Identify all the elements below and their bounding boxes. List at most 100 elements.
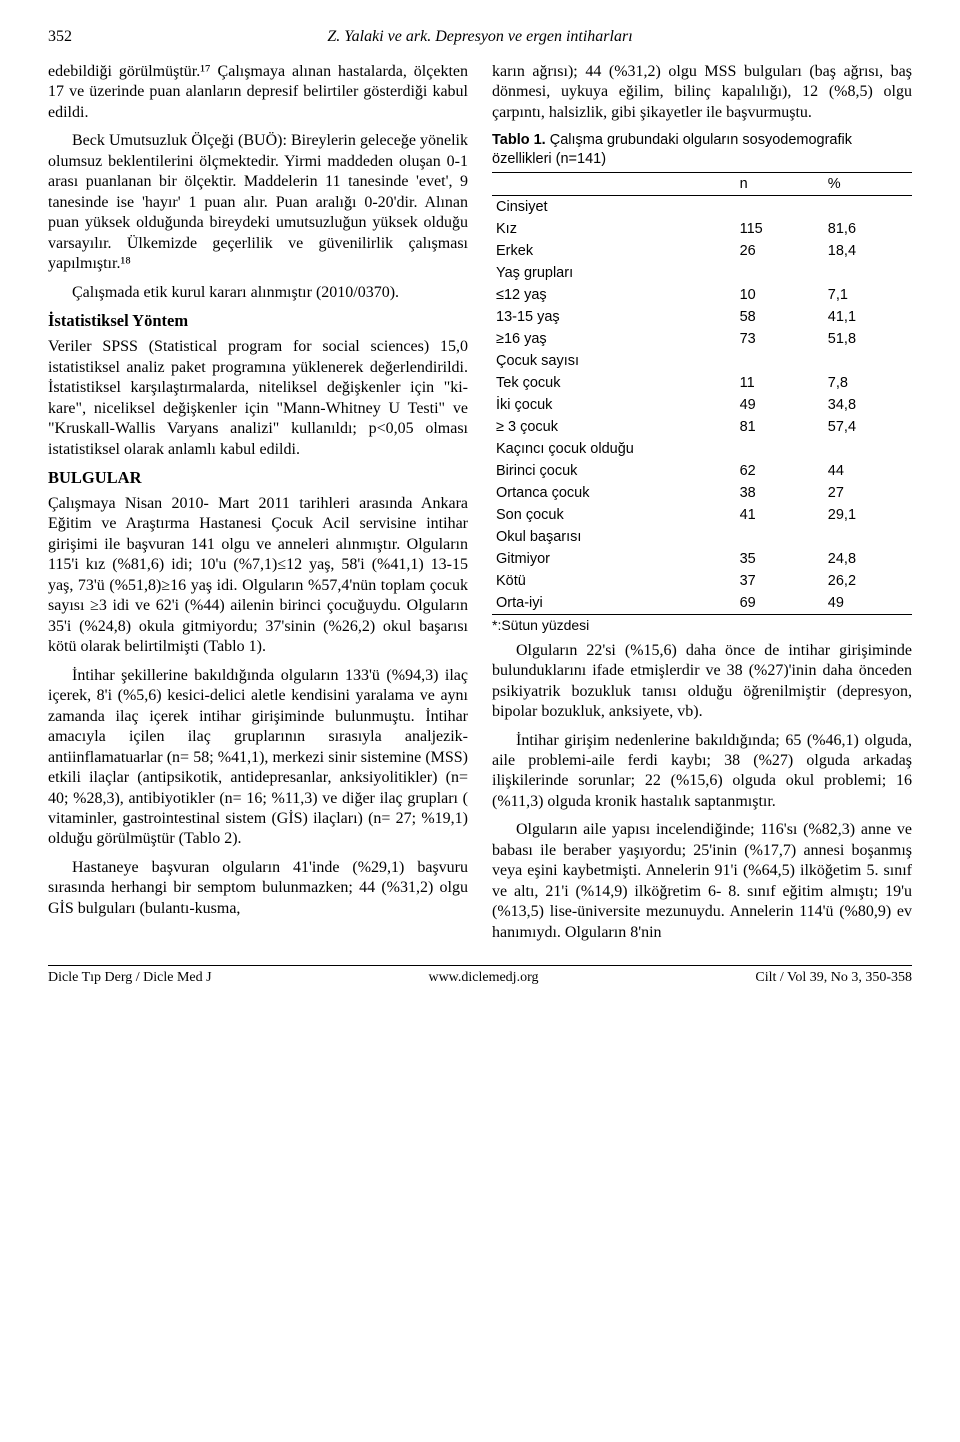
table-cell-n: 73 (736, 328, 824, 350)
table-header-row: n % (492, 172, 912, 195)
table-cell-pct: 34,8 (824, 394, 912, 416)
paragraph: İntihar şekillerine bakıldığında olgular… (48, 666, 468, 850)
paragraph: Çalışmada etik kurul kararı alınmıştır (… (48, 283, 468, 303)
table-row: Orta-iyi6949 (492, 592, 912, 615)
table-cell-n (736, 350, 824, 372)
table-cell-pct: 7,1 (824, 284, 912, 306)
paragraph: Çalışmaya Nisan 2010- Mart 2011 tarihler… (48, 494, 468, 658)
table-cell-label: ≥16 yaş (492, 328, 736, 350)
paragraph: Veriler SPSS (Statistical program for so… (48, 337, 468, 460)
table-cell-label: Okul başarısı (492, 526, 736, 548)
table-cell-n (736, 195, 824, 218)
table-row: Yaş grupları (492, 262, 912, 284)
table-cell-label: ≥ 3 çocuk (492, 416, 736, 438)
table-row: Son çocuk4129,1 (492, 504, 912, 526)
right-column: karın ağrısı); 44 (%31,2) olgu MSS bulgu… (492, 62, 912, 951)
paragraph: İntihar girişim nedenlerine bakıldığında… (492, 731, 912, 813)
table-cell-label: Kaçıncı çocuk olduğu (492, 438, 736, 460)
table-cell-pct (824, 350, 912, 372)
subheading-statistical-method: İstatistiksel Yöntem (48, 311, 468, 331)
table-row: Kötü3726,2 (492, 570, 912, 592)
table-col-pct: % (824, 172, 912, 195)
table-1-footnote: *:Sütun yüzdesi (492, 617, 912, 633)
table-cell-n (736, 438, 824, 460)
table-cell-pct: 7,8 (824, 372, 912, 394)
page-footer: Dicle Tıp Derg / Dicle Med J www.dicleme… (48, 965, 912, 986)
table-cell-label: Birinci çocuk (492, 460, 736, 482)
table-cell-label: ≤12 yaş (492, 284, 736, 306)
table-cell-n: 10 (736, 284, 824, 306)
paragraph: Beck Umutsuzluk Ölçeği (BUÖ): Bireylerin… (48, 131, 468, 274)
table-cell-n: 35 (736, 548, 824, 570)
table-cell-label: Tek çocuk (492, 372, 736, 394)
left-column: edebildiği görülmüştür.¹⁷ Çalışmaya alın… (48, 62, 468, 951)
table-cell-n: 49 (736, 394, 824, 416)
paragraph: karın ağrısı); 44 (%31,2) olgu MSS bulgu… (492, 62, 912, 123)
table-row: Kız11581,6 (492, 218, 912, 240)
footer-citation: Cilt / Vol 39, No 3, 350-358 (755, 970, 912, 986)
table-cell-label: İki çocuk (492, 394, 736, 416)
running-head-title: Z. Yalaki ve ark. Depresyon ve ergen int… (327, 28, 632, 46)
table-row: İki çocuk4934,8 (492, 394, 912, 416)
table-cell-n: 41 (736, 504, 824, 526)
table-cell-n: 69 (736, 592, 824, 615)
table-cell-label: 13-15 yaş (492, 306, 736, 328)
table-cell-label: Cinsiyet (492, 195, 736, 218)
table-cell-n (736, 526, 824, 548)
table-1-caption-text: Çalışma grubundaki olguların sosyodemogr… (492, 132, 852, 166)
table-cell-label: Erkek (492, 240, 736, 262)
table-cell-pct: 29,1 (824, 504, 912, 526)
table-cell-label: Orta-iyi (492, 592, 736, 615)
table-cell-label: Çocuk sayısı (492, 350, 736, 372)
table-cell-pct (824, 438, 912, 460)
table-cell-n: 115 (736, 218, 824, 240)
table-row: Erkek2618,4 (492, 240, 912, 262)
table-row: ≥ 3 çocuk8157,4 (492, 416, 912, 438)
footer-url: www.diclemedj.org (428, 970, 538, 986)
table-cell-n: 37 (736, 570, 824, 592)
table-col-n: n (736, 172, 824, 195)
table-row: 13-15 yaş5841,1 (492, 306, 912, 328)
table-cell-pct (824, 526, 912, 548)
table-cell-pct: 24,8 (824, 548, 912, 570)
table-cell-pct: 57,4 (824, 416, 912, 438)
table-cell-label: Gitmiyor (492, 548, 736, 570)
table-row: Okul başarısı (492, 526, 912, 548)
table-cell-pct: 26,2 (824, 570, 912, 592)
two-column-layout: edebildiği görülmüştür.¹⁷ Çalışmaya alın… (48, 62, 912, 951)
table-cell-n: 62 (736, 460, 824, 482)
table-cell-pct: 49 (824, 592, 912, 615)
section-heading-results: BULGULAR (48, 468, 468, 488)
table-row: Ortanca çocuk3827 (492, 482, 912, 504)
table-row: ≥16 yaş7351,8 (492, 328, 912, 350)
table-1-label: Tablo 1. (492, 132, 546, 148)
running-header: 352 Z. Yalaki ve ark. Depresyon ve ergen… (48, 28, 912, 52)
table-cell-pct: 51,8 (824, 328, 912, 350)
table-cell-n: 81 (736, 416, 824, 438)
table-cell-n: 11 (736, 372, 824, 394)
table-cell-pct: 81,6 (824, 218, 912, 240)
table-cell-pct: 41,1 (824, 306, 912, 328)
table-row: Gitmiyor3524,8 (492, 548, 912, 570)
paragraph: Hastaneye başvuran olguların 41'inde (%2… (48, 858, 468, 919)
table-cell-n: 58 (736, 306, 824, 328)
table-cell-pct: 27 (824, 482, 912, 504)
table-cell-pct: 44 (824, 460, 912, 482)
table-cell-pct (824, 195, 912, 218)
table-row: Çocuk sayısı (492, 350, 912, 372)
table-row: Cinsiyet (492, 195, 912, 218)
table-cell-label: Kötü (492, 570, 736, 592)
table-row: Tek çocuk117,8 (492, 372, 912, 394)
table-row: ≤12 yaş107,1 (492, 284, 912, 306)
table-cell-pct: 18,4 (824, 240, 912, 262)
table-1-caption: Tablo 1. Çalışma grubundaki olguların so… (492, 131, 912, 167)
table-cell-label: Yaş grupları (492, 262, 736, 284)
table-row: Birinci çocuk6244 (492, 460, 912, 482)
table-1: n % CinsiyetKız11581,6Erkek2618,4Yaş gru… (492, 172, 912, 615)
footer-journal: Dicle Tıp Derg / Dicle Med J (48, 970, 212, 986)
table-cell-label: Son çocuk (492, 504, 736, 526)
paragraph: Olguların 22'si (%15,6) daha önce de int… (492, 641, 912, 723)
table-col-blank (492, 172, 736, 195)
table-cell-n: 26 (736, 240, 824, 262)
table-cell-label: Kız (492, 218, 736, 240)
